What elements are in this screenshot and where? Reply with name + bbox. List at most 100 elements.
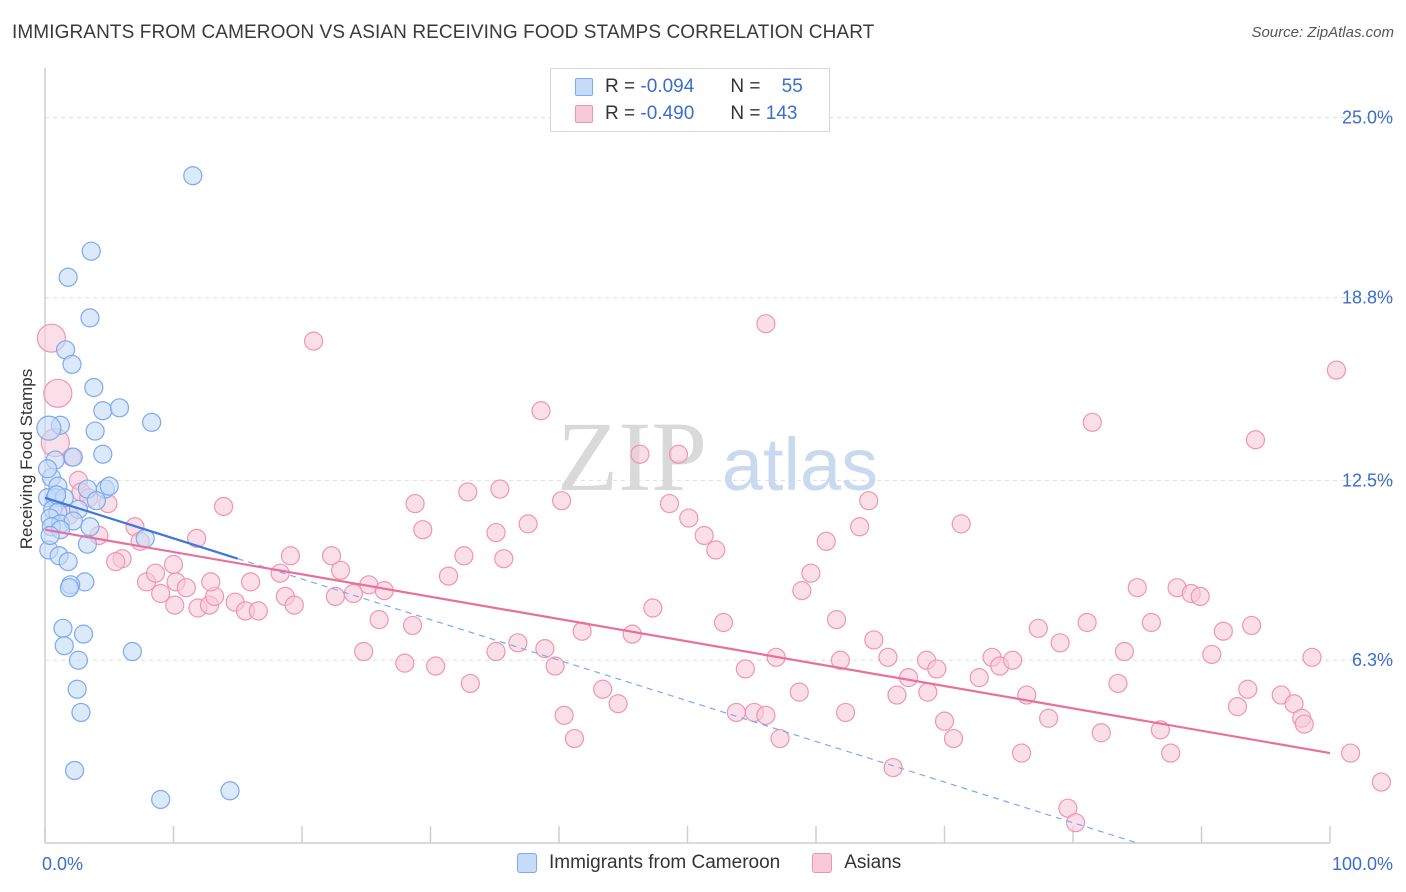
data-point <box>64 760 85 781</box>
data-point <box>40 525 60 546</box>
data-point <box>71 702 91 723</box>
legend: R = -0.094 N = 55 R = -0.490 N = 143 <box>550 68 830 132</box>
data-point <box>163 554 184 575</box>
data-point <box>1302 647 1322 667</box>
data-point <box>1245 430 1266 450</box>
y-tick-label: 25.0% <box>1342 108 1393 128</box>
data-point <box>85 421 105 441</box>
data-point <box>1050 633 1070 653</box>
data-point <box>165 595 185 615</box>
data-point <box>850 517 870 537</box>
series-asians <box>36 314 1392 833</box>
data-point <box>756 705 776 725</box>
data-point <box>1227 697 1248 717</box>
data-point <box>80 308 100 328</box>
data-point <box>706 540 726 560</box>
data-point <box>67 679 87 699</box>
data-point <box>713 612 734 633</box>
data-point <box>284 595 304 615</box>
data-point <box>864 630 884 650</box>
data-point <box>62 354 82 374</box>
data-point <box>53 618 73 638</box>
data-point <box>63 447 83 467</box>
data-point <box>145 563 166 583</box>
legend-n-label: N = <box>730 76 761 97</box>
data-point <box>68 650 89 670</box>
data-point <box>151 789 171 810</box>
data-point <box>280 546 301 566</box>
data-point <box>883 757 903 778</box>
data-point <box>679 508 699 528</box>
data-point <box>330 560 351 580</box>
data-point <box>801 563 821 583</box>
data-point <box>1127 578 1147 598</box>
data-point <box>84 377 104 398</box>
data-point <box>58 267 78 287</box>
data-point <box>622 624 642 644</box>
legend-row-cameroon: R = -0.094 N = 55 <box>575 74 803 100</box>
data-point <box>1011 743 1032 763</box>
data-point <box>122 641 142 662</box>
bottom-legend: Immigrants from Cameroon Asians <box>517 852 933 874</box>
data-point <box>187 528 207 548</box>
data-point <box>176 578 196 598</box>
y-tick-label: 12.5% <box>1342 470 1393 490</box>
data-point <box>86 491 107 511</box>
legend-swatch-cameroon <box>575 78 593 96</box>
watermark: ZIP atlas <box>557 401 878 512</box>
data-point <box>969 668 989 688</box>
data-point <box>1077 612 1097 633</box>
data-point <box>887 685 907 705</box>
bottom-legend-label-asians: Asians <box>844 852 902 873</box>
data-point <box>1141 612 1161 633</box>
data-point <box>241 572 261 592</box>
data-point <box>220 781 240 801</box>
data-point <box>545 656 565 676</box>
data-point <box>1242 615 1262 636</box>
data-point <box>531 401 551 421</box>
data-point <box>81 241 101 261</box>
data-point <box>201 572 221 592</box>
data-point <box>792 581 812 601</box>
data-point <box>1114 641 1135 662</box>
bottom-legend-cameroon: Immigrants from Cameroon <box>517 852 780 874</box>
legend-swatch-asians <box>575 105 593 123</box>
bottom-legend-asians: Asians <box>812 852 901 874</box>
data-point <box>486 641 506 662</box>
watermark-atlas: atlas <box>722 423 878 506</box>
data-point <box>460 673 480 694</box>
data-point <box>1065 813 1086 833</box>
data-point <box>54 636 74 656</box>
data-point <box>668 444 689 464</box>
data-point <box>694 525 714 546</box>
y-axis-label: Receiving Food Stamps <box>17 369 36 549</box>
data-point <box>59 578 80 598</box>
data-point <box>1038 708 1059 728</box>
data-point <box>494 549 514 569</box>
data-point <box>413 520 433 540</box>
data-point <box>99 476 119 496</box>
bottom-legend-swatch-asians <box>812 853 833 873</box>
data-point <box>934 711 955 731</box>
data-point <box>80 517 100 537</box>
data-point <box>951 514 971 534</box>
data-point <box>1082 412 1102 432</box>
data-point <box>927 659 947 679</box>
data-point <box>142 412 162 432</box>
x-tick-label-max: 100.0% <box>1332 854 1393 874</box>
legend-row-asians: R = -0.490 N = 143 <box>575 101 797 127</box>
data-point <box>93 444 113 464</box>
data-point <box>1326 360 1347 380</box>
trend-lines <box>44 496 1331 844</box>
data-point <box>551 491 572 511</box>
data-point <box>508 633 528 653</box>
tick-labels: 6.3% 12.5% 18.8% 25.0% 0.0% 100.0% <box>42 108 1393 874</box>
data-point <box>93 401 113 421</box>
legend-r-value: -0.094 <box>640 76 695 97</box>
data-point <box>248 601 268 621</box>
data-point <box>554 705 574 725</box>
data-point <box>918 682 938 702</box>
data-point <box>1213 621 1233 641</box>
data-point <box>354 641 374 662</box>
